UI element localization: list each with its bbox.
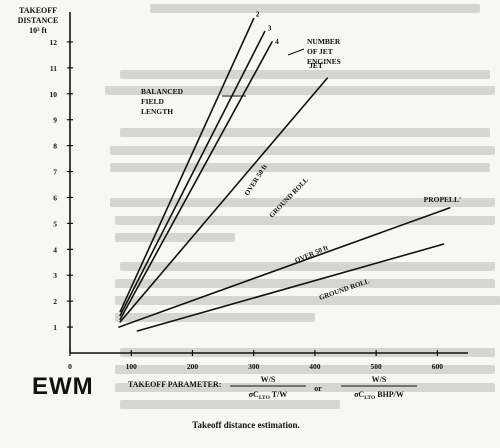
balanced-field-length-label: FIELD [141,97,165,106]
y-tick-label: 6 [53,193,57,202]
y-tick-label: 12 [50,38,58,47]
y-axis-label: TAKEOFF [19,6,57,15]
ground-roll-prop-label: GROUND ROLL [318,277,371,302]
series-label: 2 [256,10,260,19]
y-tick-label: 3 [53,271,57,280]
series-label: PROPELL' [424,195,462,204]
x-axis-label: TAKEOFF PARAMETER: [128,380,221,389]
ewm-logo: EWM [32,373,94,400]
series-label: JET [309,61,323,70]
x-tick-label: 200 [187,362,199,371]
prop-parameter-formula-numerator: W/S [372,375,387,384]
number-of-jet-engines-label: OF JET [307,47,333,56]
series-line-4 [119,41,273,321]
y-axis-label: DISTANCE [18,16,59,25]
x-tick-label: 400 [309,362,321,371]
series-line-3 [119,30,266,317]
number-of-jet-engines-leader [287,48,305,56]
prop-parameter-formula-denominator: σCLTO BHP/W [354,390,404,401]
y-tick-label: 9 [53,116,57,125]
y-tick-label: 11 [50,64,57,73]
y-tick-label: 7 [53,168,57,177]
y-axis-label: 10³ ft [29,26,47,35]
x-tick-label: 500 [371,362,383,371]
jet-parameter-formula-numerator: W/S [261,375,276,384]
y-tick-label: 1 [53,323,57,332]
series-line-jet [119,77,328,323]
number-of-jet-engines-label: NUMBER [307,37,341,46]
x-tick-label: 300 [248,362,260,371]
series-line-prop-ground-roll [136,243,445,332]
y-tick-label: 8 [53,142,57,151]
figure-caption: Takeoff distance estimation. [192,420,299,430]
balanced-field-length-label: LENGTH [141,107,173,116]
over-50ft-jet-label: OVER 50 ft [243,162,269,197]
ground-roll-jet-label: GROUND ROLL [268,176,311,220]
series-line-propell [118,207,451,328]
y-tick-label: 2 [53,297,57,306]
x-tick-label: 600 [432,362,444,371]
x-tick-label: 0 [68,362,72,371]
y-tick-label: 10 [50,90,58,99]
series-label: 3 [268,24,272,33]
number-of-jet-engines-label: ENGINES [307,57,341,66]
series-label: 4 [275,37,279,46]
series-line-2 [119,17,255,313]
axes [69,12,468,354]
series-lines [118,17,451,332]
jet-parameter-formula-denominator: σCLTO T/W [249,390,288,401]
formula-or-label: or [314,384,322,393]
y-tick-label: 4 [53,245,57,254]
over-50ft-prop-label: OVER 50 ft [294,243,330,264]
balanced-field-length-label: BALANCED [141,87,184,96]
y-tick-label: 5 [53,219,57,228]
x-tick-label: 100 [126,362,138,371]
